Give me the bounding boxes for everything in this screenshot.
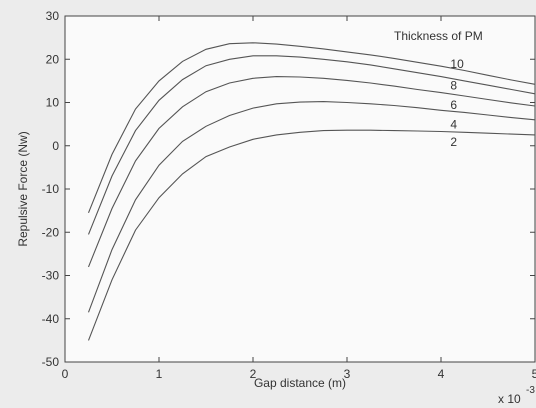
series-line-4 (87, 101, 536, 313)
y-tick-label: -50 (42, 355, 60, 369)
y-tick-label: -20 (42, 225, 60, 239)
series-line-2 (87, 129, 536, 341)
x-axis-multiplier: x 10 -3 (498, 385, 535, 406)
series-label-10: 10 (450, 57, 464, 71)
y-axis-label: Repulsive Force (Nw) (16, 131, 30, 246)
series-line-6 (87, 76, 536, 268)
axis-ticks: 0 1 2 3 4 5 -50 -40 -30 -20 -10 0 10 20 30 (42, 9, 536, 381)
x-tick-label: 4 (438, 367, 445, 381)
series-line-8 (87, 55, 536, 235)
series-line-10 (87, 42, 536, 214)
series-lines (87, 42, 536, 341)
x-tick-label: 1 (156, 367, 163, 381)
series-label-8: 8 (450, 79, 457, 93)
y-tick-label: -30 (42, 269, 60, 283)
x-axis-multiplier-exponent: -3 (526, 385, 535, 396)
series-label-6: 6 (450, 98, 457, 112)
series-labels: 10 8 6 4 2 (450, 57, 464, 149)
x-tick-label: 3 (344, 367, 351, 381)
y-tick-label: -40 (42, 312, 60, 326)
y-tick-label: -10 (42, 182, 60, 196)
x-tick-label: 0 (62, 367, 69, 381)
x-axis-label: Gap distance (m) (254, 376, 346, 390)
series-label-2: 2 (450, 135, 457, 149)
plot-area (64, 15, 536, 363)
x-tick-label: 2 (250, 367, 257, 381)
x-axis-multiplier-base: x 10 (498, 392, 521, 406)
y-tick-label: 20 (46, 52, 60, 66)
y-tick-label: 0 (52, 139, 59, 153)
x-tick-label: 5 (532, 367, 536, 381)
series-label-4: 4 (450, 117, 457, 131)
legend-title: Thickness of PM (394, 29, 483, 43)
y-tick-label: 10 (46, 96, 60, 110)
y-tick-label: 30 (46, 9, 60, 23)
